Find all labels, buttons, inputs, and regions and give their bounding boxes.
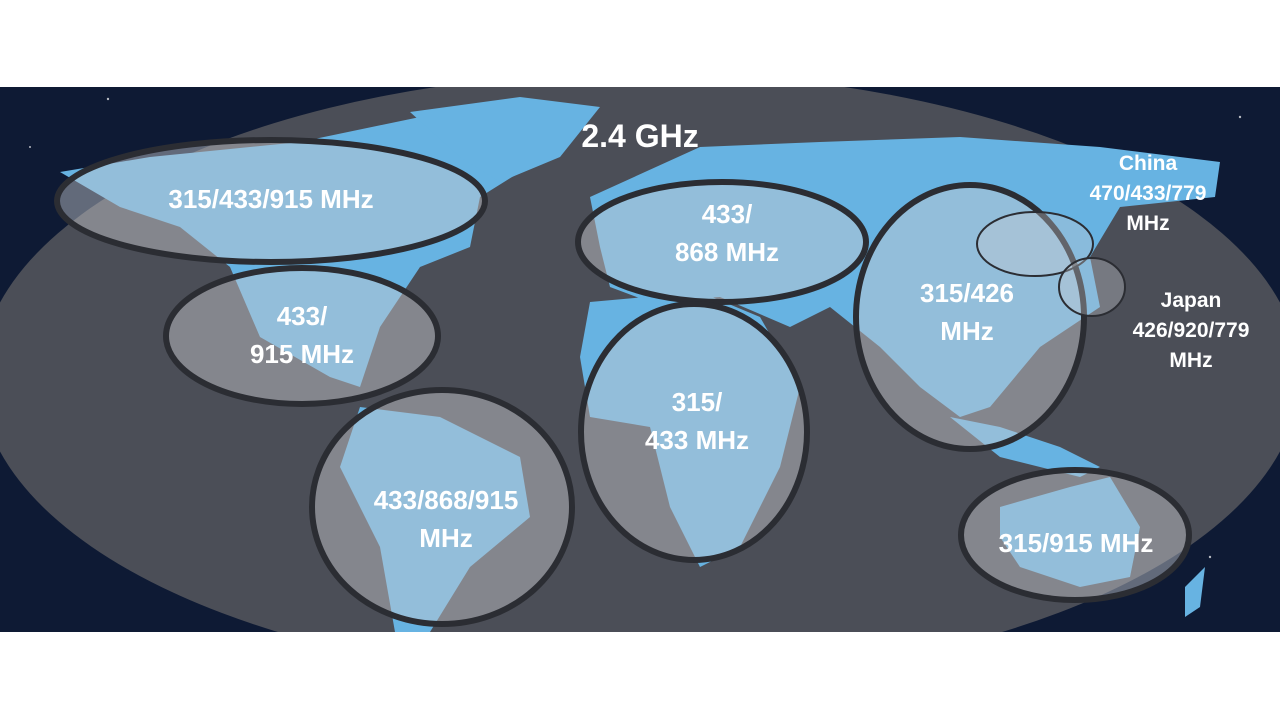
new-zealand [1185, 567, 1205, 617]
japan-label-line: 426/920/779 [1133, 319, 1250, 342]
region-asia [853, 182, 1087, 452]
greenland [410, 97, 600, 182]
europe-asia [590, 137, 1220, 417]
callout-ellipses [976, 211, 1126, 317]
china-label-line: China [1119, 152, 1178, 175]
region-europe [575, 179, 869, 305]
north-america-south-label-line: 915 MHz [250, 339, 354, 369]
asia-label-line: 315/426 [920, 278, 1014, 308]
global-band-label: 2.4 GHz [581, 118, 698, 154]
north-america-south-label-line: 433/ [277, 301, 328, 331]
australia-label-line: 315/915 MHz [999, 528, 1154, 558]
region-south-america [309, 387, 575, 627]
china-label: China 470/433/779 MHz [1090, 152, 1207, 235]
europe-label: 433/868 MHz [675, 199, 779, 267]
africa-label: 315/433 MHz [645, 387, 749, 455]
north-america-north-label: 315/433/915 MHz [168, 184, 373, 214]
japan-label-line: MHz [1169, 349, 1212, 372]
china-label-line: MHz [1126, 212, 1169, 235]
south-america-label-line: MHz [419, 523, 472, 553]
australia [1000, 477, 1140, 587]
africa-label-line: 315/ [672, 387, 723, 417]
south-america-label-line: 433/868/915 [374, 485, 519, 515]
continents [60, 97, 1220, 632]
region-north-america-south [163, 265, 441, 407]
japan-label: Japan 426/920/779 MHz [1133, 289, 1250, 372]
australia-label: 315/915 MHz [999, 528, 1154, 558]
south-america [340, 407, 530, 632]
asia-label: 315/426 MHz [920, 278, 1014, 346]
region-north-america-north [54, 137, 488, 265]
europe-label-line: 433/ [702, 199, 753, 229]
north-america-south-label: 433/915 MHz [250, 301, 354, 369]
africa-label-line: 433 MHz [645, 425, 749, 455]
china-label-line: 470/433/779 [1090, 182, 1207, 205]
region-africa [578, 301, 810, 563]
europe-label-line: 868 MHz [675, 237, 779, 267]
japan-callout-ellipse [1058, 257, 1126, 317]
north-america-north-label-line: 315/433/915 MHz [168, 184, 373, 214]
region-australia [958, 467, 1192, 603]
africa [580, 292, 800, 567]
southeast-asia [950, 417, 1100, 477]
south-america-label: 433/868/915 MHz [374, 485, 519, 553]
china-callout-ellipse [976, 211, 1094, 277]
region-ellipses [54, 137, 1192, 627]
japan-label-line: Japan [1161, 289, 1222, 312]
asia-label-line: MHz [940, 316, 993, 346]
north-america [60, 117, 560, 387]
